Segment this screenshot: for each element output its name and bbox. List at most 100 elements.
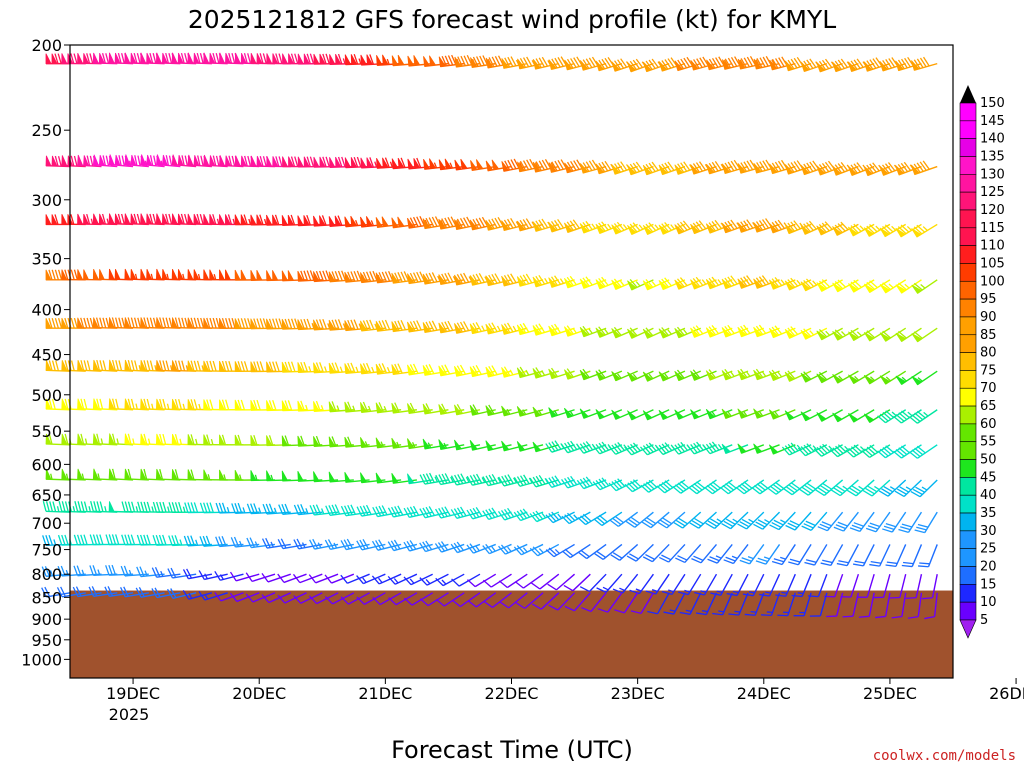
wind-barb — [375, 216, 402, 228]
barb-full — [757, 519, 768, 526]
barb-full — [576, 479, 585, 489]
barb-full — [755, 221, 764, 231]
barb-full — [89, 155, 94, 167]
barb-half — [635, 588, 642, 592]
barb-flag — [832, 165, 842, 176]
barb-full — [660, 519, 670, 527]
barb-half — [427, 442, 432, 449]
colorbar-label: 50 — [980, 453, 997, 468]
barb-full — [45, 535, 50, 546]
barb-full — [499, 601, 509, 609]
barb-flag — [45, 433, 52, 445]
barb-full — [131, 501, 136, 512]
barb-full — [419, 215, 425, 226]
barb-full — [133, 52, 138, 64]
barb-flag — [642, 410, 653, 421]
barb-staff — [299, 573, 323, 584]
barb-flag — [329, 54, 336, 65]
barb-full — [325, 53, 330, 64]
barb-full — [347, 436, 353, 447]
barb-full — [54, 53, 59, 64]
wind-barb — [403, 592, 434, 606]
barb-full — [743, 276, 751, 286]
barb-full — [680, 162, 688, 172]
barb-full — [155, 501, 161, 513]
barb-staff — [156, 543, 181, 546]
barb-half — [433, 162, 438, 169]
barb-full — [73, 53, 78, 64]
barb-full — [64, 501, 69, 512]
barb-full — [604, 57, 612, 68]
barb-half — [906, 225, 912, 231]
barb-full — [673, 521, 684, 529]
barb-full — [152, 317, 157, 329]
barb-staff — [666, 511, 686, 529]
barb-full — [567, 441, 575, 451]
barb-full — [294, 318, 299, 329]
barb-full — [48, 269, 53, 281]
wind-barb — [800, 278, 828, 292]
barb-staff — [678, 444, 701, 455]
barb-full — [793, 220, 801, 230]
barb-full — [284, 400, 290, 411]
barb-full — [608, 445, 617, 455]
barb-full — [315, 270, 321, 282]
barb-full — [714, 219, 722, 229]
barb-full — [771, 221, 779, 232]
barb-half — [151, 403, 154, 410]
y-tick-label: 300 — [31, 191, 62, 210]
barb-half — [905, 486, 912, 491]
colorbar-label: 85 — [980, 328, 997, 343]
colorbar-label: 75 — [980, 363, 997, 378]
barb-half — [207, 474, 211, 480]
barb-half — [796, 279, 802, 286]
barb-flag — [256, 214, 263, 226]
barb-flag — [705, 279, 716, 290]
y-axis: 2002503003504004505005506006507007508008… — [21, 36, 70, 669]
wind-barb — [829, 444, 859, 458]
barb-flag — [114, 154, 121, 166]
barb-full — [561, 550, 571, 559]
wind-barb — [760, 592, 781, 617]
barb-flag — [391, 437, 399, 449]
barb-full — [913, 282, 923, 291]
barb-staff — [601, 511, 623, 527]
barb-staff — [553, 543, 575, 558]
barb-full — [315, 435, 321, 447]
barb-full — [771, 162, 779, 173]
barb-full — [596, 587, 607, 593]
barb-full — [554, 323, 562, 334]
wind-barb — [391, 363, 417, 376]
barb-flag — [407, 55, 415, 67]
barb-full — [387, 541, 395, 551]
barb-full — [500, 544, 509, 554]
barb-full — [582, 59, 590, 69]
barb-half — [891, 225, 897, 231]
barb-full — [303, 270, 309, 281]
barb-full — [910, 491, 921, 498]
barb-full — [466, 475, 473, 486]
barb-full — [284, 361, 290, 373]
barb-half — [683, 329, 688, 335]
barb-full — [397, 320, 403, 331]
barb-staff — [475, 592, 497, 608]
barb-full — [83, 360, 88, 371]
barb-full — [491, 56, 498, 67]
wind-barb — [768, 277, 796, 290]
barb-flag — [611, 279, 621, 290]
barb-full — [315, 400, 321, 412]
barb-flag — [470, 57, 478, 68]
barb-full — [268, 400, 274, 411]
wind-barb — [873, 574, 891, 599]
wind-barb — [454, 272, 481, 286]
barb-full — [725, 518, 736, 525]
barb-flag — [45, 360, 52, 371]
barb-full — [244, 155, 248, 167]
barb-full — [180, 213, 185, 225]
barb-half — [364, 441, 369, 447]
barb-full — [743, 481, 753, 489]
barb-flag — [51, 214, 58, 225]
barb-full — [394, 272, 400, 283]
barb-half — [383, 405, 388, 412]
wind-barb — [895, 327, 922, 343]
